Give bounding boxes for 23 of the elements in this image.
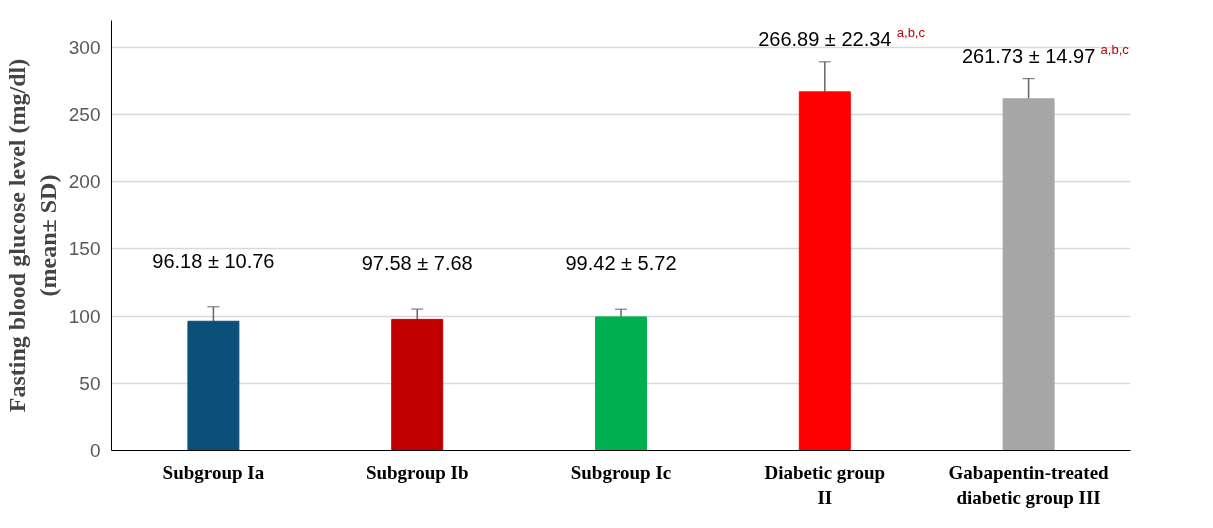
x-tick-label: Subgroup Ib bbox=[365, 461, 469, 483]
x-tick-label: Diabetic group II bbox=[764, 461, 886, 508]
y-tick-label: 100 bbox=[68, 305, 101, 327]
data-label: 97.58 ± 7.68 bbox=[361, 252, 473, 275]
y-tick-label: 150 bbox=[68, 238, 101, 260]
bar bbox=[187, 320, 240, 451]
data-label: 261.73 ± 14.97 a,b,c bbox=[961, 41, 1130, 67]
y-axis-title: Fasting blood glucose level (mg/dl) (mean± SD) bbox=[3, 58, 61, 413]
data-label: 266.89 ± 22.34 a,b,c bbox=[758, 24, 926, 50]
bar bbox=[595, 316, 647, 451]
bar bbox=[391, 318, 444, 451]
y-tick-label: 50 bbox=[79, 372, 101, 394]
y-tick-label: 0 bbox=[89, 440, 101, 461]
y-tick-label: 250 bbox=[68, 104, 101, 126]
x-tick-label: Gabapentin-treated diabetic group III bbox=[948, 461, 1110, 508]
bar bbox=[1002, 98, 1055, 451]
y-tick-label: 200 bbox=[68, 171, 101, 193]
x-tick-label: Subgroup Ia bbox=[162, 461, 265, 483]
y-tick-label: 300 bbox=[68, 36, 101, 58]
data-label: 99.42 ± 5.72 bbox=[565, 252, 677, 275]
bar bbox=[798, 91, 851, 451]
data-label: 96.18 ± 10.76 bbox=[152, 249, 275, 272]
x-tick-label: Subgroup Ic bbox=[570, 461, 672, 483]
